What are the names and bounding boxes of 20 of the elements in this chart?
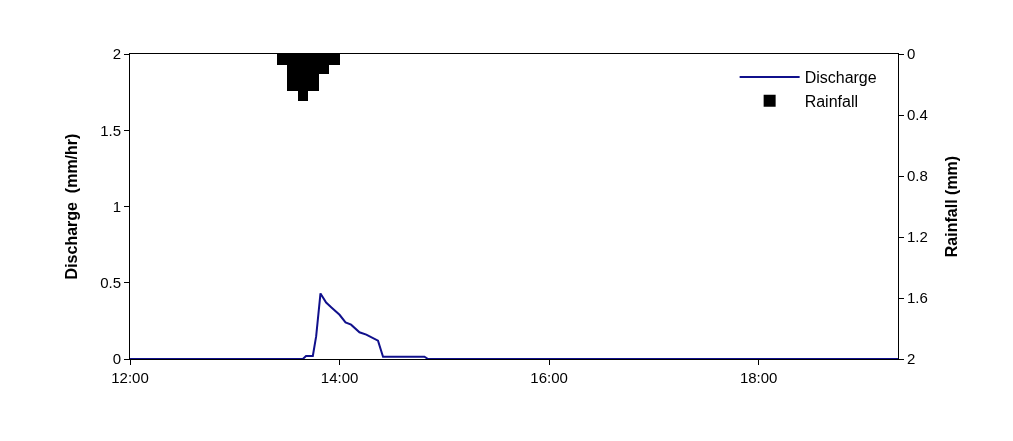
- y-tick-label: 1: [112, 197, 121, 215]
- y2-tick-label: 0.8: [907, 167, 928, 185]
- y-tick-label: 1.5: [100, 121, 121, 139]
- y-tick-label: 2: [112, 45, 121, 63]
- y2-tick-label: 0.4: [907, 106, 928, 124]
- x-tick-label: 12:00: [111, 369, 149, 386]
- y-axis-title: Discharge (mm/hr): [63, 133, 81, 280]
- y-tick-label: 0.5: [100, 274, 121, 291]
- legend-label: Discharge: [804, 69, 877, 87]
- legend-label: Rainfall: [804, 93, 858, 111]
- y-tick-label: 0: [112, 350, 121, 368]
- y2-tick-label: 0: [907, 45, 916, 63]
- x-tick-label: 18:00: [739, 369, 778, 386]
- y2-tick-label: 2: [907, 350, 916, 368]
- y2-axis-title: Rainfall (mm): [942, 155, 960, 258]
- y2-tick-label: 1.6: [907, 289, 928, 307]
- line-series: [130, 292, 898, 359]
- x-tick-label: 14:00: [320, 369, 359, 386]
- y2-tick-label: 1.2: [907, 228, 928, 246]
- x-tick-label: 16:00: [530, 369, 568, 386]
